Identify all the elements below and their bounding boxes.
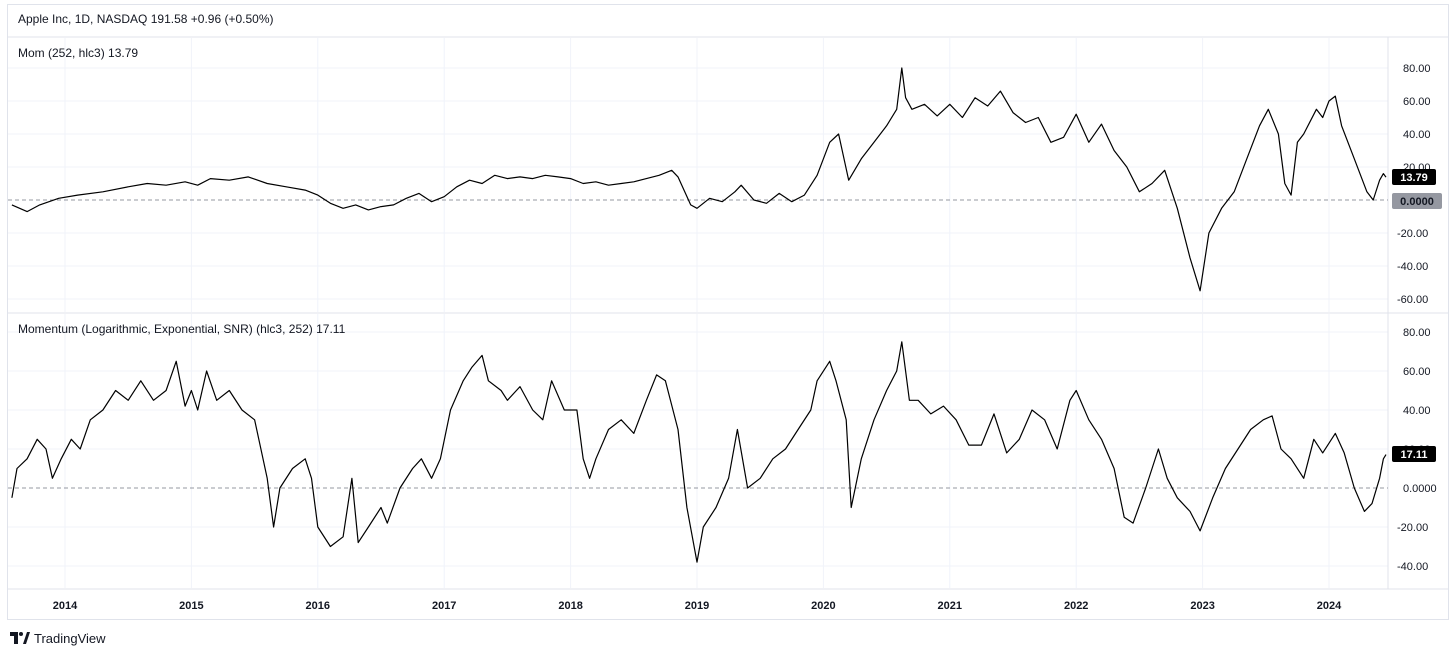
- pane1-series-line: [11, 67, 1387, 292]
- pane1-y-tick: -20.00: [1397, 228, 1428, 240]
- pane1-y-tick: -40.00: [1397, 261, 1428, 273]
- x-axis-label: 2016: [306, 600, 330, 612]
- brand-name[interactable]: TradingView: [34, 630, 106, 646]
- chart-frame: [7, 4, 1449, 620]
- pane1-y-tick: -60.00: [1397, 294, 1428, 306]
- x-axis-label: 2020: [811, 600, 835, 612]
- pane2-y-tick: 40.00: [1403, 405, 1431, 417]
- x-axis-label: 2014: [53, 600, 78, 612]
- symbol-header[interactable]: Apple Inc, 1D, NASDAQ 191.58 +0.96 (+0.5…: [18, 12, 273, 26]
- pane2-y-tick: -20.00: [1397, 522, 1428, 534]
- x-axis-label: 2023: [1190, 600, 1214, 612]
- x-axis-label: 2022: [1064, 600, 1088, 612]
- pane2-y-tick: 80.00: [1403, 327, 1431, 339]
- grid-layer: [8, 38, 1388, 588]
- pane1-zero-tag-text: 0.0000: [1400, 196, 1434, 208]
- pane2-y-tick: 60.00: [1403, 366, 1431, 378]
- pane1-legend[interactable]: Mom (252, hlc3) 13.79: [18, 46, 138, 60]
- pane1-last-value-tag: 13.79: [1392, 169, 1436, 185]
- pane2-y-tick: -40.00: [1397, 561, 1428, 573]
- x-axis-label: 2015: [179, 600, 203, 612]
- pane1-y-tick: 40.00: [1403, 129, 1431, 141]
- pane2-last-value-text: 17.11: [1401, 449, 1428, 461]
- pane2-legend[interactable]: Momentum (Logarithmic, Exponential, SNR)…: [18, 322, 346, 336]
- x-axis-label: 2017: [432, 600, 456, 612]
- pane2-series-line: [11, 341, 1387, 563]
- x-axis-label: 2021: [938, 600, 962, 612]
- footer: TradingView: [10, 629, 106, 647]
- tradingview-logo-icon[interactable]: [10, 631, 30, 645]
- pane1-y-tick: 80.00: [1403, 63, 1431, 75]
- pane2-last-value-tag: 17.11: [1392, 446, 1436, 462]
- pane1-zero-tag: 0.0000: [1392, 193, 1442, 209]
- pane1-last-value-text: 13.79: [1400, 172, 1428, 184]
- x-axis-label: 2019: [685, 600, 709, 612]
- x-axis-label: 2024: [1317, 600, 1342, 612]
- x-axis-label: 2018: [558, 600, 582, 612]
- pane2-zero-label: 0.0000: [1403, 483, 1437, 495]
- time-scale[interactable]: 2014 2015 2016 2017 2018 2019 2020 2021 2022 2023…: [53, 600, 1342, 612]
- pane1-y-tick: 60.00: [1403, 96, 1431, 108]
- pane1-price-scale[interactable]: 80.00 60.00 40.00 20.00 -20.00 -40.00 -6…: [1397, 63, 1431, 306]
